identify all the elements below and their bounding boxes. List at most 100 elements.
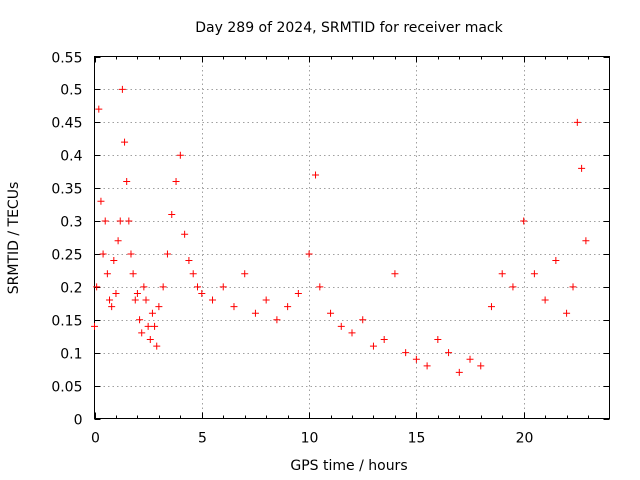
data-point [573, 118, 581, 126]
data-point [136, 316, 144, 324]
data-point [477, 362, 485, 370]
data-point [251, 309, 259, 317]
data-point [121, 138, 129, 146]
data-point [380, 336, 388, 344]
scatter-points [91, 85, 590, 376]
data-point [148, 309, 156, 317]
x-tick-label: 15 [408, 431, 426, 447]
data-point [144, 322, 152, 330]
grid-lines [94, 56, 610, 419]
data-point [552, 257, 560, 265]
data-point [582, 237, 590, 245]
data-point [284, 303, 292, 311]
data-point [116, 217, 124, 225]
data-point [146, 336, 154, 344]
data-point [498, 270, 506, 278]
x-tick-label: 20 [516, 431, 534, 447]
data-point [305, 250, 313, 258]
data-point [127, 250, 135, 258]
data-point [455, 368, 463, 376]
data-point [327, 309, 335, 317]
data-point [138, 329, 146, 337]
data-point [110, 257, 118, 265]
data-point [273, 316, 281, 324]
data-point [159, 283, 167, 291]
data-point [434, 336, 442, 344]
data-point [578, 164, 586, 172]
data-point [391, 270, 399, 278]
data-point [466, 355, 474, 363]
x-tick-label: 10 [301, 431, 319, 447]
data-point [181, 230, 189, 238]
y-tick-label: 0.45 [51, 116, 82, 132]
data-point [91, 322, 98, 330]
data-point [151, 322, 159, 330]
y-tick-labels: 0 0.05 0.1 0.15 0.2 0.25 0.3 0.35 0.4 0.45 0.5 0.55 [51, 51, 82, 429]
data-point [123, 178, 131, 186]
data-point [369, 342, 377, 350]
chart-title: Day 289 of 2024, SRMTID for receiver mac… [195, 20, 503, 36]
data-point [209, 296, 217, 304]
data-point [112, 289, 120, 297]
data-point [106, 296, 114, 304]
y-tick-label: 0.05 [51, 380, 82, 396]
data-point [189, 270, 197, 278]
data-point [294, 289, 302, 297]
data-point [541, 296, 549, 304]
data-point [140, 283, 148, 291]
data-point [172, 178, 180, 186]
data-point [412, 355, 420, 363]
data-point [348, 329, 356, 337]
x-tick-label: 0 [91, 431, 100, 447]
data-point [176, 151, 184, 159]
data-point [101, 217, 109, 225]
data-point [185, 257, 193, 265]
y-tick-label: 0.55 [51, 51, 82, 67]
data-point [131, 296, 139, 304]
data-point [359, 316, 367, 324]
data-point [563, 309, 571, 317]
data-point [520, 217, 528, 225]
data-point [142, 296, 150, 304]
data-point [114, 237, 122, 245]
data-point [125, 217, 133, 225]
y-tick-label: 0.4 [60, 149, 82, 165]
y-tick-label: 0.25 [51, 248, 82, 264]
y-tick-label: 0.5 [60, 83, 82, 99]
y-tick-label: 0.1 [60, 347, 82, 363]
x-axis-label: GPS time / hours [290, 458, 407, 474]
data-point [95, 105, 103, 113]
data-point [133, 289, 141, 297]
axis-ticks [94, 56, 610, 420]
data-point [312, 171, 320, 179]
data-point [97, 197, 105, 205]
data-point [219, 283, 227, 291]
data-point [93, 283, 101, 291]
data-point [445, 349, 453, 357]
data-point [337, 322, 345, 330]
y-tick-label: 0.15 [51, 314, 82, 330]
data-point [569, 283, 577, 291]
data-point [509, 283, 517, 291]
data-point [241, 270, 249, 278]
data-point [487, 303, 495, 311]
y-tick-label: 0 [74, 413, 83, 429]
data-point [402, 349, 410, 357]
data-point [168, 210, 176, 218]
data-point [230, 303, 238, 311]
data-point [153, 342, 161, 350]
x-tick-labels: 0 5 10 15 20 [91, 431, 533, 447]
data-point [103, 270, 111, 278]
data-point [108, 303, 116, 311]
data-point [423, 362, 431, 370]
y-tick-label: 0.3 [60, 215, 82, 231]
data-point [118, 85, 126, 93]
data-point [129, 270, 137, 278]
y-tick-label: 0.35 [51, 182, 82, 198]
y-tick-label: 0.2 [60, 281, 82, 297]
data-point [316, 283, 324, 291]
data-point [262, 296, 270, 304]
plot-frame [94, 56, 610, 419]
data-point [99, 250, 107, 258]
